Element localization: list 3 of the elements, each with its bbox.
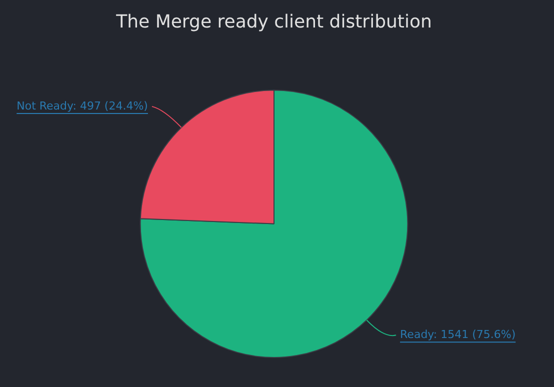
slice-label: Ready: 1541 (75.6%)	[400, 328, 516, 342]
slice-label: Not Ready: 497 (24.4%)	[16, 99, 148, 112]
chart-title: The Merge ready client distribution	[115, 11, 432, 32]
